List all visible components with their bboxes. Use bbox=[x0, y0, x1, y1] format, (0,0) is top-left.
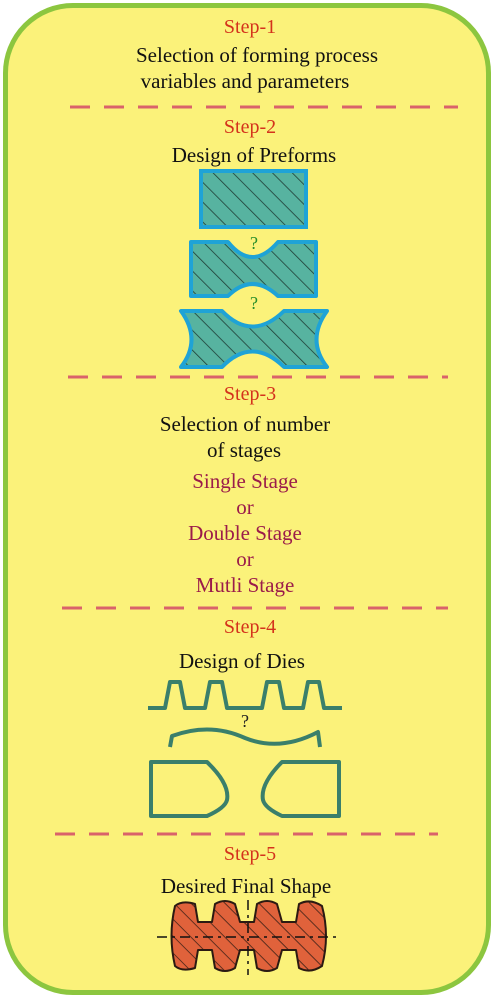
step-2-line-1: Design of Preforms bbox=[172, 143, 336, 167]
step-1-line-2: variables and parameters bbox=[141, 69, 350, 93]
die-half-right bbox=[260, 760, 341, 818]
preform-question-mark-2: ? bbox=[250, 293, 258, 313]
option-or-1: or bbox=[236, 495, 254, 519]
step-1-line-1: Selection of forming process bbox=[136, 43, 378, 67]
option-double-stage: Double Stage bbox=[188, 521, 302, 545]
preform-block-rectangular bbox=[199, 169, 308, 229]
option-multi-stage: Mutli Stage bbox=[196, 573, 295, 597]
step-2-heading: Step-2 bbox=[224, 116, 276, 138]
preform-question-mark-1: ? bbox=[250, 233, 258, 253]
step-1-heading: Step-1 bbox=[224, 16, 276, 38]
step-4-line-1: Design of Dies bbox=[179, 649, 305, 673]
step-5-line-1: Desired Final Shape bbox=[161, 874, 331, 898]
die-profile-curved bbox=[168, 727, 322, 748]
preform-block-concave bbox=[179, 309, 329, 369]
option-single-stage: Single Stage bbox=[192, 469, 298, 493]
process-flow-panel bbox=[3, 3, 491, 995]
step-4-heading: Step-4 bbox=[224, 616, 276, 638]
die-question-mark: ? bbox=[241, 711, 249, 731]
step-5-heading: Step-5 bbox=[224, 843, 276, 865]
die-profile-upper bbox=[148, 680, 342, 710]
preform-block-curved bbox=[189, 240, 318, 298]
step-3-heading: Step-3 bbox=[224, 383, 276, 405]
final-shape bbox=[170, 900, 327, 972]
option-or-2: or bbox=[236, 547, 254, 571]
step-3-line-2: of stages bbox=[207, 438, 281, 462]
step-3-line-1: Selection of number bbox=[160, 412, 330, 436]
die-half-left bbox=[149, 760, 230, 818]
